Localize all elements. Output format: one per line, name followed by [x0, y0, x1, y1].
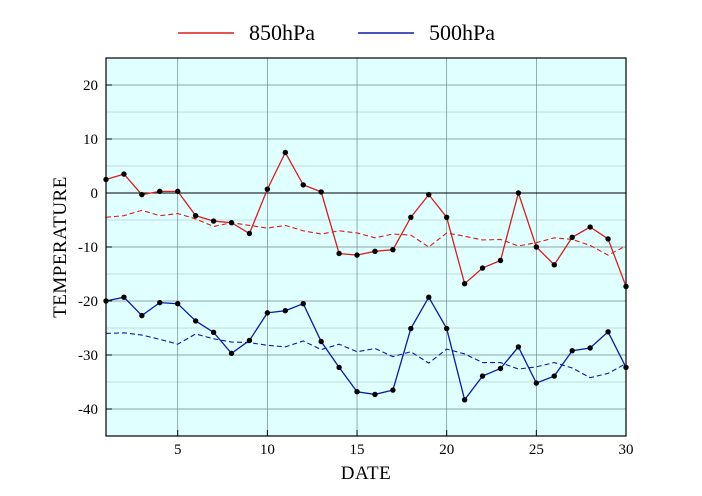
series-line-500hpa	[105, 295, 627, 402]
data-point-850hpa	[175, 188, 181, 195]
data-point-500hpa	[139, 312, 145, 319]
y-tick-label: 20	[83, 78, 98, 94]
data-point-500hpa	[390, 387, 396, 393]
data-point-500hpa	[121, 294, 127, 300]
data-point-500hpa	[228, 350, 235, 357]
data-point-500hpa	[300, 301, 306, 307]
data-point-850hpa	[605, 236, 611, 242]
axis-ticks: 5 10 15 20 25 30 -40 -30 -20 -10 0 10 20	[78, 78, 634, 458]
data-point-850hpa	[336, 250, 342, 257]
data-point-850hpa	[300, 182, 306, 188]
x-axis-title: DATE	[341, 463, 392, 484]
series-normal-line-500hpa	[105, 332, 627, 379]
data-point-850hpa	[551, 262, 557, 268]
data-point-850hpa	[318, 189, 324, 195]
data-point-850hpa	[354, 252, 360, 258]
data-point-500hpa	[497, 365, 504, 372]
data-point-500hpa	[336, 364, 342, 371]
series-line-850hpa	[105, 151, 627, 287]
data-point-850hpa	[497, 257, 504, 264]
y-tick-label: -20	[78, 294, 98, 310]
data-point-850hpa	[390, 247, 396, 253]
data-point-500hpa	[461, 397, 468, 403]
data-point-500hpa	[408, 325, 414, 332]
data-point-850hpa	[515, 190, 522, 196]
data-point-850hpa	[569, 234, 575, 240]
data-point-850hpa	[533, 244, 540, 250]
data-point-500hpa	[282, 308, 289, 314]
y-tick-label: -30	[78, 348, 98, 364]
legend-label: 850hPa	[249, 20, 315, 45]
data-point-500hpa	[246, 337, 253, 344]
data-point-500hpa	[426, 294, 432, 300]
data-point-500hpa	[210, 329, 217, 336]
x-tick-label: 30	[619, 442, 634, 458]
data-point-500hpa	[605, 329, 611, 335]
data-point-850hpa	[157, 188, 163, 195]
data-point-500hpa	[157, 299, 163, 306]
y-tick-label: 10	[83, 132, 98, 148]
legend-label: 500hPa	[429, 20, 495, 45]
x-tick-label: 5	[174, 442, 182, 458]
y-axis-title: TEMPERATURE	[50, 176, 71, 318]
data-point-850hpa	[443, 214, 450, 220]
y-tick-label: -10	[78, 240, 98, 256]
data-point-850hpa	[210, 218, 217, 224]
data-point-850hpa	[282, 149, 289, 156]
data-point-850hpa	[461, 281, 468, 287]
data-point-500hpa	[372, 391, 378, 398]
series-normal-line-850hpa	[105, 209, 627, 256]
y-tick-label: -40	[78, 402, 98, 418]
data-point-500hpa	[443, 325, 450, 332]
data-point-500hpa	[175, 301, 181, 307]
grid-lines	[106, 58, 626, 436]
data-point-850hpa	[228, 220, 235, 226]
x-tick-label: 15	[350, 442, 365, 458]
data-point-500hpa	[264, 310, 271, 316]
data-point-500hpa	[318, 338, 324, 345]
data-point-850hpa	[587, 224, 593, 230]
data-point-850hpa	[192, 212, 199, 219]
x-tick-label: 10	[260, 442, 275, 458]
data-point-500hpa	[551, 373, 557, 379]
data-point-850hpa	[121, 171, 127, 177]
data-point-500hpa	[569, 347, 575, 354]
legend: 850hPa 500hPa	[178, 20, 495, 45]
data-point-850hpa	[408, 214, 414, 220]
data-point-850hpa	[264, 186, 271, 192]
data-point-850hpa	[139, 191, 145, 198]
data-point-500hpa	[192, 318, 199, 324]
data-point-850hpa	[479, 265, 486, 271]
data-point-500hpa	[354, 389, 360, 395]
data-point-850hpa	[372, 248, 378, 255]
data-point-500hpa	[587, 345, 593, 351]
x-tick-label: 25	[529, 442, 544, 458]
data-point-500hpa	[479, 373, 486, 379]
data-point-500hpa	[515, 344, 522, 350]
y-tick-label: 0	[91, 186, 99, 202]
x-tick-label: 20	[439, 442, 454, 458]
data-point-500hpa	[533, 380, 540, 386]
data-point-850hpa	[246, 230, 253, 237]
data-point-850hpa	[426, 191, 432, 198]
